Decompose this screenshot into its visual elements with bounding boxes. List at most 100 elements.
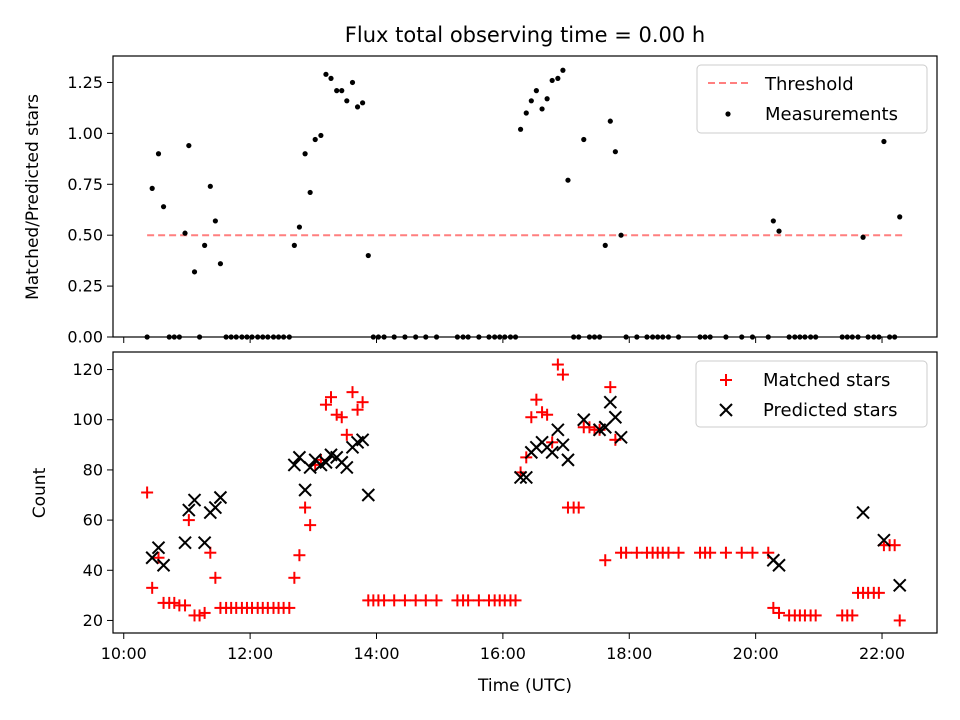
bottom-x-axis: 10:00 12:00 14:00 16:00 18:00 20:00 22:00	[101, 633, 905, 663]
matched-star-point	[330, 408, 343, 421]
matched-star-point	[541, 408, 554, 421]
legend-predicted-marker	[719, 403, 733, 417]
measurement-point	[354, 104, 361, 110]
measurement-point	[212, 218, 218, 224]
bottom-y-tick-label: 60	[83, 511, 103, 530]
matched-star-point	[472, 594, 485, 607]
matched-star-point	[762, 546, 775, 559]
predicted-star-x-b	[355, 433, 370, 447]
measurement-point	[581, 136, 587, 143]
measurement-point	[565, 177, 571, 183]
measurement-point	[307, 189, 313, 196]
matched-star-point	[378, 594, 391, 607]
predicted-star-point	[877, 533, 891, 547]
matched-star-point	[620, 546, 633, 559]
predicted-star-point	[213, 490, 228, 505]
predicted-star-x-b	[197, 535, 212, 550]
measurement-point	[860, 234, 866, 240]
measurement-point	[296, 224, 303, 230]
predicted-star-point	[893, 578, 907, 593]
matched-star-point	[662, 546, 675, 559]
predicted-star-x-b	[598, 420, 612, 434]
predicted-star-point	[292, 450, 307, 465]
measurement-point	[602, 242, 608, 248]
predicted-star-point	[608, 410, 623, 424]
predicted-star-x-b	[856, 505, 870, 520]
matched-star-point	[288, 571, 301, 584]
bottom-panel: 20 40 60 80 100 120 10:00 12:00 14:00 16:00 18:00…	[30, 351, 938, 696]
measurement-point	[555, 75, 561, 81]
predicted-star-x-b	[303, 460, 317, 475]
predicted-star-x-b	[772, 558, 786, 572]
measurement-point	[217, 261, 224, 267]
measurement-point	[323, 71, 329, 77]
predicted-star-point	[156, 558, 171, 572]
measurement-point	[207, 183, 213, 189]
matched-star-point	[198, 606, 211, 619]
top-plot-frame	[112, 55, 938, 338]
measurement-point	[155, 151, 162, 157]
top-legend: Threshold Measurements	[696, 64, 928, 134]
bottom-y-axis-label: Count	[30, 467, 50, 518]
matched-star-point	[340, 428, 353, 441]
measurement-point	[349, 79, 356, 86]
top-y-axis-label: Matched/Predicted stars	[23, 94, 43, 300]
predicted-star-x-b	[556, 438, 570, 452]
x-axis-label: Time (UTC)	[477, 676, 572, 696]
bottom-plot-frame	[112, 351, 938, 634]
predicted-star-x-b	[213, 490, 228, 505]
predicted-star-x-b	[178, 535, 192, 550]
predicted-star-point	[577, 413, 591, 427]
matched-star-point	[704, 546, 717, 559]
predicted-star-x-b	[145, 551, 159, 565]
matched-star-point	[193, 609, 206, 622]
predicted-star-point	[197, 535, 212, 550]
measurement-point	[328, 75, 334, 81]
measurement-point	[365, 252, 371, 259]
predicted-star-x-b	[608, 410, 623, 424]
predicted-star-point	[556, 438, 570, 452]
chart-title: Flux total observing time = 0.00 h	[345, 23, 705, 47]
predicted-star-point	[598, 420, 612, 434]
matched-star-point	[152, 551, 165, 564]
matched-star-point	[409, 594, 422, 607]
measurement-point	[360, 100, 366, 106]
predicted-star-x-b	[561, 453, 575, 467]
bottom-legend-box	[695, 360, 928, 428]
bottom-y-tick-label: 80	[83, 460, 103, 479]
measurement-point	[776, 228, 782, 234]
predicted-star-point	[187, 493, 202, 507]
predicted-star-point	[145, 551, 159, 565]
top-y-tick-label: 1.00	[67, 124, 103, 143]
predicted-star-point	[182, 503, 196, 517]
predicted-star-x-b	[151, 540, 166, 555]
matched-star-point	[735, 546, 748, 559]
matched-star-point	[168, 596, 181, 609]
predicted-star-point	[298, 483, 312, 497]
matched-star-point	[888, 539, 901, 552]
measurement-point	[544, 96, 550, 102]
matched-star-point	[398, 594, 411, 607]
matched-star-point	[599, 554, 612, 567]
x-tick-label: 22:00	[859, 644, 905, 663]
predicted-star-x-b	[292, 450, 307, 465]
matched-star-point	[872, 586, 885, 599]
top-y-tick-label: 0.00	[67, 328, 103, 347]
matched-star-point	[325, 391, 338, 404]
predicted-star-point	[340, 460, 354, 475]
predicted-star-x-b	[298, 483, 312, 497]
top-panel: 0.00 0.25 0.50 0.75 1.00 1.25 Matched/Predict…	[23, 55, 938, 347]
legend-measurements-marker	[725, 111, 731, 117]
measurement-point	[770, 218, 776, 224]
measurement-point	[528, 98, 534, 104]
predicted-star-x-b	[545, 445, 559, 460]
predicted-star-x-b	[893, 578, 907, 593]
measurement-point	[312, 136, 318, 143]
matched-star-point	[556, 368, 569, 381]
matched-star-point	[182, 514, 195, 527]
bottom-y-axis: 20 40 60 80 100 120	[72, 360, 113, 630]
predicted-star-x-b	[519, 470, 533, 485]
matched-star-point	[462, 594, 475, 607]
predicted-star-x-b	[877, 533, 891, 547]
